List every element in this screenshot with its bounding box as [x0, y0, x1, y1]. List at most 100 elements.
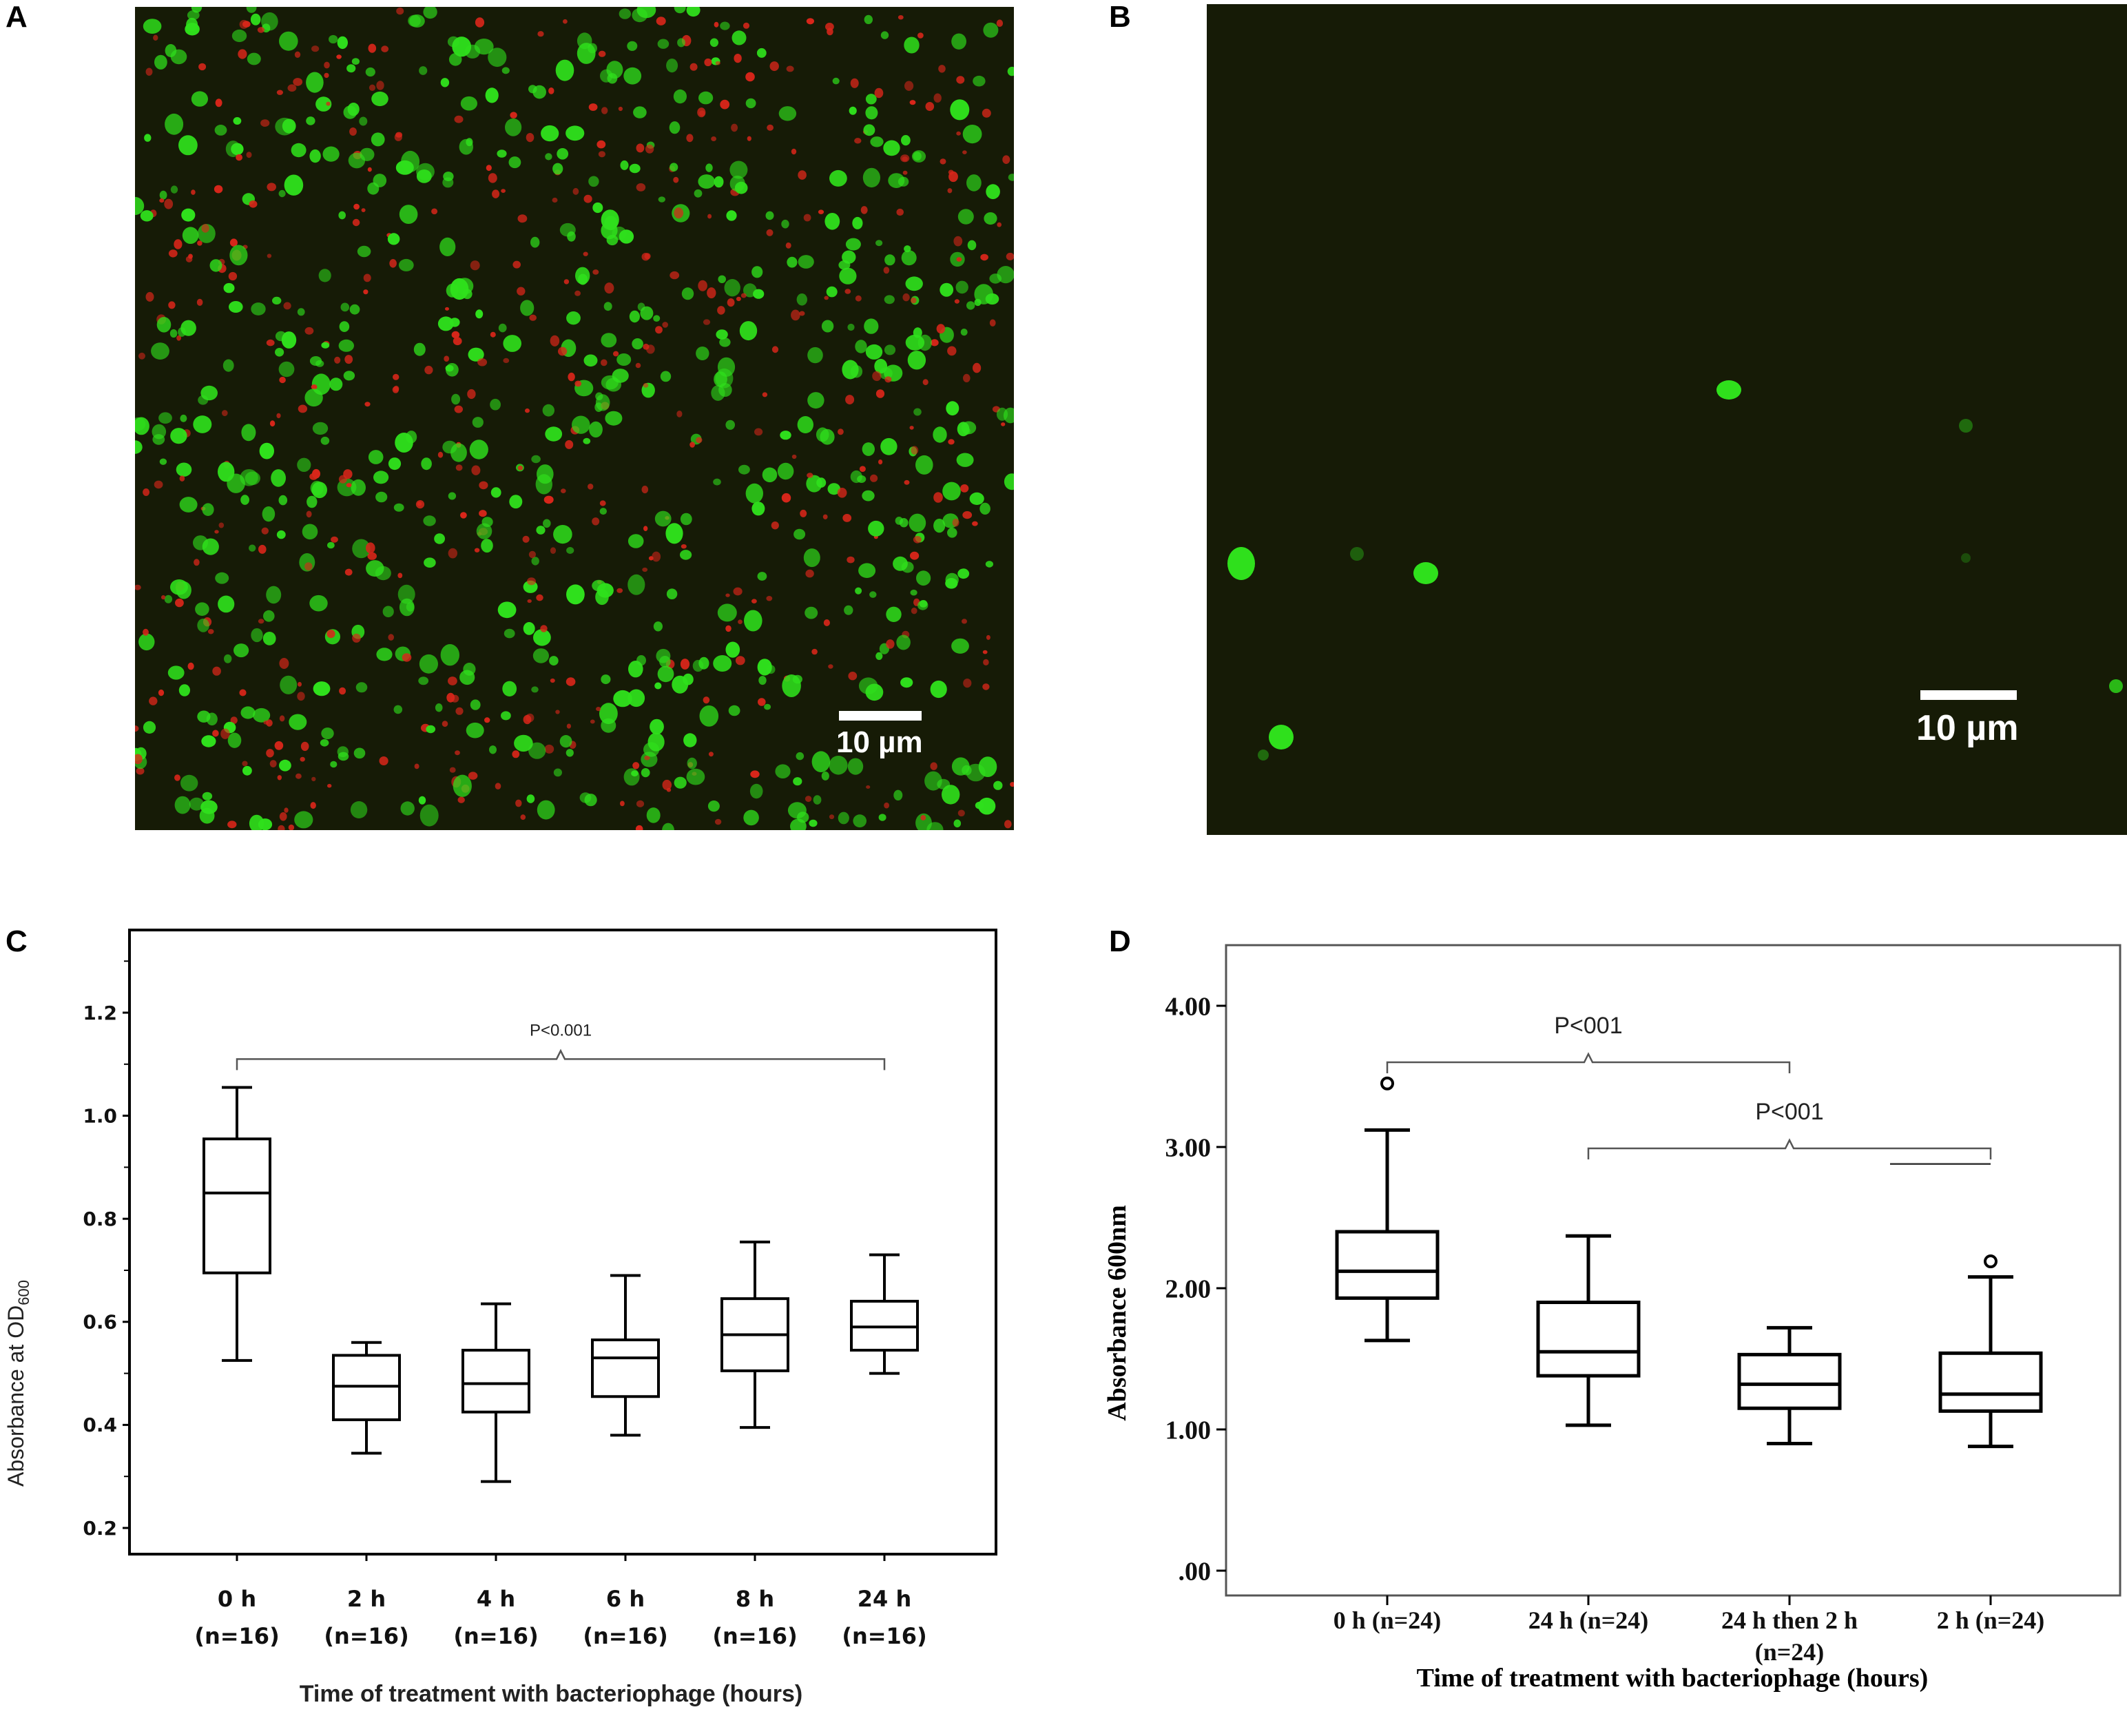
- dead-cell: [540, 625, 548, 632]
- dead-cell: [304, 562, 313, 571]
- dead-cell: [135, 725, 139, 732]
- dead-cell: [703, 696, 710, 704]
- y-tick-label: 0.6: [83, 1311, 117, 1334]
- dead-cell: [791, 148, 797, 155]
- dead-cell: [561, 488, 566, 493]
- dead-cell: [388, 634, 394, 641]
- dead-cell: [731, 123, 738, 132]
- dead-cell: [870, 474, 878, 482]
- dead-cell: [402, 653, 412, 662]
- live-cell: [474, 39, 494, 55]
- live-cell: [751, 266, 763, 278]
- dead-cell: [588, 103, 598, 111]
- live-cell: [346, 64, 356, 73]
- live-cell: [743, 809, 759, 826]
- live-cell: [555, 59, 574, 81]
- live-cell: [623, 67, 642, 85]
- dead-cell: [982, 683, 990, 690]
- live-cell: [371, 132, 385, 147]
- live-cell: [729, 161, 748, 179]
- dead-cell: [437, 451, 444, 458]
- dead-cell: [872, 371, 882, 382]
- dead-cell: [904, 81, 914, 91]
- live-cell: [154, 54, 167, 70]
- live-cell: [165, 113, 184, 135]
- live-cell: [629, 163, 641, 174]
- live-cell: [898, 176, 909, 187]
- live-cell: [847, 323, 855, 331]
- live-cell: [262, 506, 276, 522]
- dead-cell: [396, 7, 404, 15]
- live-cell: [275, 117, 294, 136]
- live-cell: [666, 588, 678, 599]
- live-cell: [545, 426, 563, 442]
- live-cell: [855, 340, 867, 353]
- dead-cell: [306, 510, 312, 518]
- live-cell: [566, 547, 574, 554]
- live-cell: [400, 801, 415, 816]
- live-cell: [714, 176, 724, 188]
- live-cell: [627, 689, 645, 707]
- dead-cell: [613, 351, 619, 357]
- live-cell: [170, 428, 187, 444]
- dead-cell: [598, 50, 606, 57]
- dead-cell: [733, 587, 743, 596]
- dead-cell: [933, 93, 942, 103]
- dead-cell: [799, 311, 805, 316]
- live-cell: [318, 269, 331, 282]
- live-cell: [901, 135, 911, 146]
- live-cell: [156, 317, 172, 333]
- live-cell: [488, 48, 507, 68]
- dead-cell: [838, 428, 844, 435]
- dead-cell: [344, 355, 353, 364]
- live-cell: [490, 398, 501, 411]
- dead-cell: [366, 542, 375, 554]
- dead-cell: [479, 510, 487, 517]
- live-cell: [195, 602, 209, 616]
- live-cell: [179, 497, 198, 513]
- dead-cell: [866, 785, 871, 789]
- live-cell: [745, 98, 756, 109]
- live-cell: [259, 442, 274, 459]
- live-cell: [913, 327, 922, 338]
- live-cell: [716, 329, 728, 340]
- dead-cell: [878, 459, 883, 465]
- dead-cell: [212, 730, 219, 737]
- dead-cell: [632, 762, 640, 769]
- dead-cell: [393, 385, 400, 392]
- dead-cell: [791, 309, 800, 321]
- live-cell: [853, 814, 867, 828]
- dead-cell: [326, 630, 335, 639]
- live-cell: [863, 124, 875, 136]
- live-cell: [224, 654, 232, 663]
- live-cell: [627, 534, 644, 548]
- live-cell: [865, 683, 884, 701]
- dead-cell: [662, 322, 668, 328]
- dead-cell: [715, 61, 720, 65]
- dead-cell: [771, 346, 779, 353]
- dead-cell: [902, 170, 908, 175]
- live-cell: [880, 437, 898, 455]
- outlier-point: [1984, 1254, 1998, 1269]
- dead-cell: [962, 511, 973, 519]
- dead-cell: [145, 68, 153, 76]
- dead-cell: [479, 481, 488, 490]
- live-cell: [807, 347, 823, 364]
- dead-cell: [246, 152, 252, 158]
- y-axis-title-c: Absorbance at OD600: [3, 1280, 32, 1487]
- y-axis-title-d: Absorbance 600nm: [1103, 1205, 1132, 1421]
- dead-cell: [457, 796, 465, 803]
- live-cell: [764, 703, 771, 710]
- live-cell: [632, 338, 643, 350]
- live-cell: [869, 591, 877, 598]
- dead-cell: [618, 106, 623, 112]
- live-cell: [696, 347, 709, 360]
- dead-cell: [745, 72, 755, 82]
- live-cell: [531, 686, 539, 693]
- dead-cell: [982, 650, 988, 654]
- live-cell: [421, 457, 432, 471]
- live-cell: [170, 185, 178, 194]
- live-cell: [251, 302, 266, 316]
- live-cell: [393, 705, 403, 714]
- dead-cell: [1001, 422, 1006, 426]
